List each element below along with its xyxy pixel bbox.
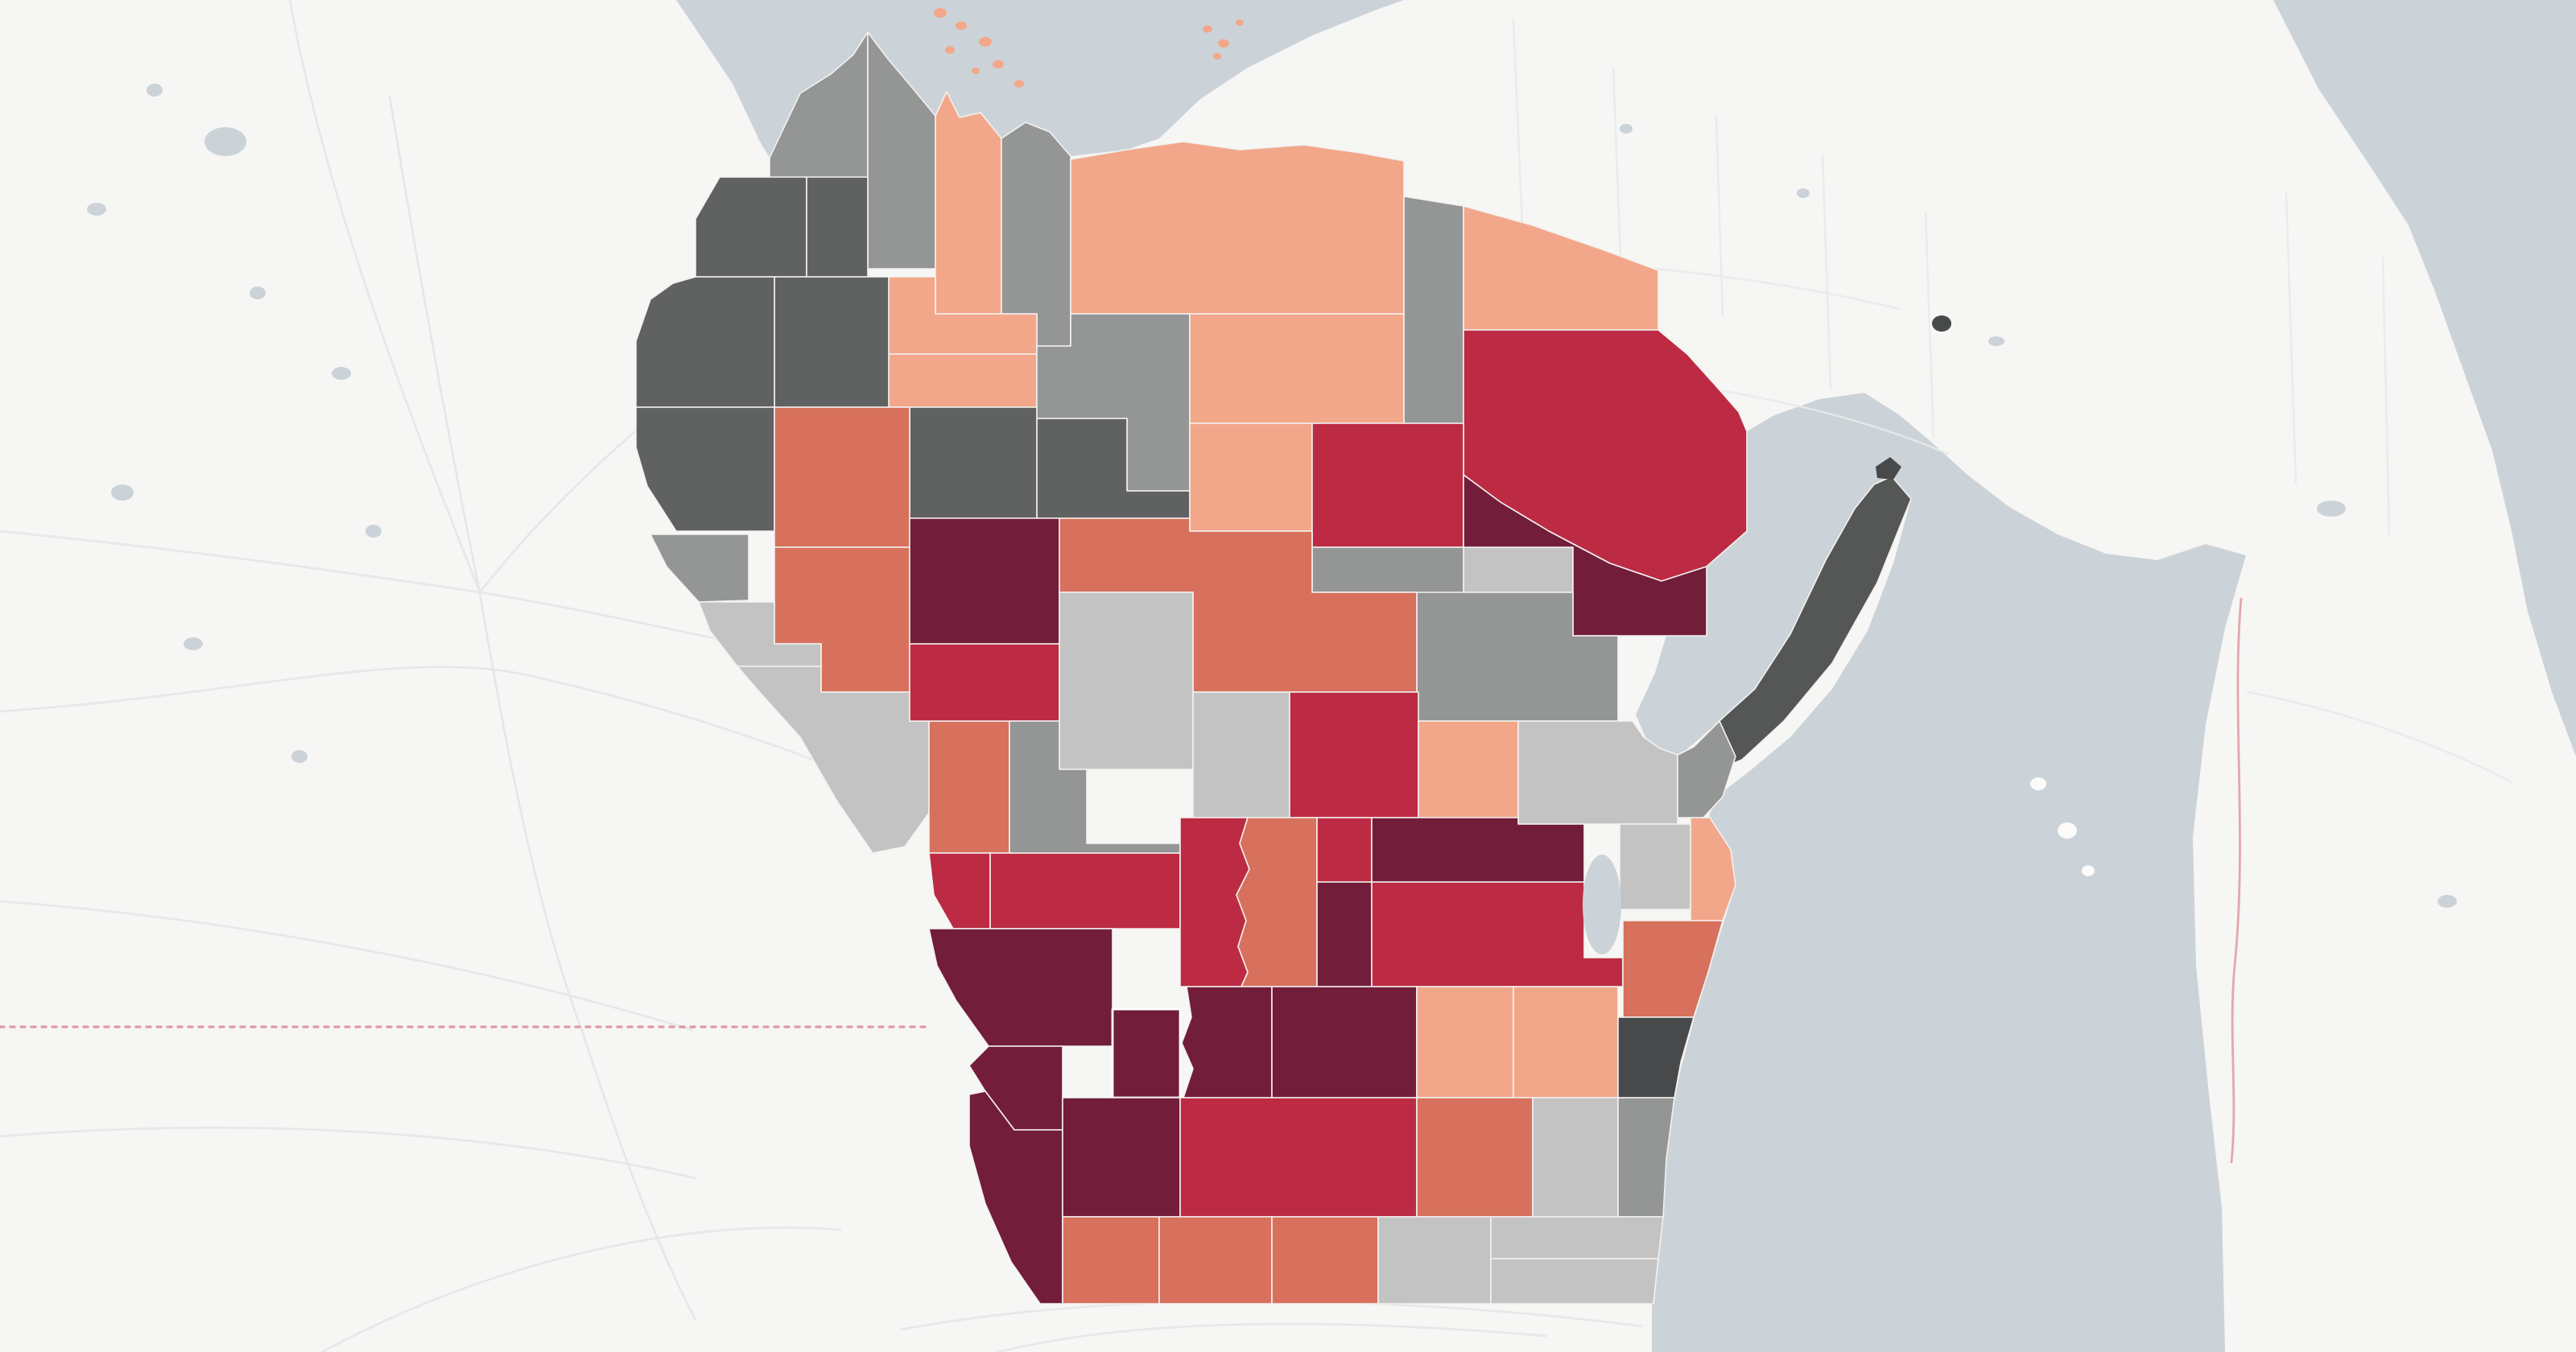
county-wood[interactable] xyxy=(1059,592,1194,770)
wisconsin-counties xyxy=(635,31,1912,1305)
county-chippewa[interactable] xyxy=(909,406,1038,519)
county-kenosha[interactable] xyxy=(1490,1258,1659,1305)
county-burnett[interactable] xyxy=(695,176,807,278)
county-polk[interactable] xyxy=(635,276,775,408)
county-waukesha[interactable] xyxy=(1532,1097,1619,1218)
county-sheboygan[interactable] xyxy=(1622,920,1724,1018)
lake-superior xyxy=(676,0,1404,158)
county-jefferson[interactable] xyxy=(1416,1097,1534,1218)
lake-huron xyxy=(2273,0,2576,756)
county-pierce[interactable] xyxy=(650,534,749,603)
county-vilas[interactable] xyxy=(1070,141,1405,315)
county-richland[interactable] xyxy=(1111,1008,1182,1099)
county-rock[interactable] xyxy=(1271,1216,1379,1305)
county-lincoln[interactable] xyxy=(1189,422,1313,532)
county-outagamie[interactable] xyxy=(1418,720,1519,825)
county-washington[interactable] xyxy=(1513,986,1619,1098)
county-milwaukee[interactable] xyxy=(1617,1097,1675,1218)
apostle-islands xyxy=(934,8,1244,88)
county-waushara[interactable] xyxy=(1316,817,1373,883)
county-marquette[interactable] xyxy=(1236,817,1318,987)
county-lafayette[interactable] xyxy=(1062,1216,1160,1305)
county-walworth[interactable] xyxy=(1377,1216,1492,1305)
county-oneida[interactable] xyxy=(1189,313,1405,424)
county-ozaukee[interactable] xyxy=(1617,1016,1695,1098)
county-rusk[interactable] xyxy=(888,353,1038,408)
county-grant[interactable] xyxy=(968,1090,1063,1305)
county-iron[interactable] xyxy=(1001,122,1071,347)
county-green[interactable] xyxy=(1158,1216,1273,1305)
county-pepin[interactable] xyxy=(698,601,822,667)
red-route-line xyxy=(2230,597,2243,1164)
county-trempealeau[interactable] xyxy=(928,720,1010,854)
lake-winnebago xyxy=(1583,855,1621,954)
county-racine[interactable] xyxy=(1490,1216,1664,1259)
county-winnebago[interactable] xyxy=(1371,817,1585,883)
county-langlade[interactable] xyxy=(1311,422,1464,548)
county-dane[interactable] xyxy=(1179,1097,1418,1218)
county-forest[interactable] xyxy=(1403,196,1464,424)
county-dunn[interactable] xyxy=(774,406,910,548)
county-oconto[interactable] xyxy=(1463,474,1707,637)
county-iowa[interactable] xyxy=(1062,1097,1181,1218)
county-dodge[interactable] xyxy=(1416,986,1514,1098)
county-sauk[interactable] xyxy=(1181,986,1273,1098)
county-waupaca[interactable] xyxy=(1289,691,1419,818)
county-monroe[interactable] xyxy=(989,852,1181,930)
basemap-lakes xyxy=(87,84,2457,908)
county-columbia[interactable] xyxy=(1271,986,1418,1098)
county-portage[interactable] xyxy=(1192,691,1290,818)
county-barron[interactable] xyxy=(774,276,890,408)
county-menominee[interactable] xyxy=(1463,546,1574,593)
door-islands xyxy=(1876,315,1951,480)
county-juneau[interactable] xyxy=(1009,720,1181,854)
county-clark[interactable] xyxy=(909,517,1060,645)
lake-michigan-green-bay xyxy=(1636,393,2246,1352)
county-green-lake[interactable] xyxy=(1316,881,1373,987)
county-calumet[interactable] xyxy=(1619,823,1691,910)
lake-michigan-islands xyxy=(2030,777,2095,876)
county-jackson[interactable] xyxy=(909,643,1060,722)
county-washburn[interactable] xyxy=(806,176,869,278)
county-kewaunee[interactable] xyxy=(1677,720,1736,818)
